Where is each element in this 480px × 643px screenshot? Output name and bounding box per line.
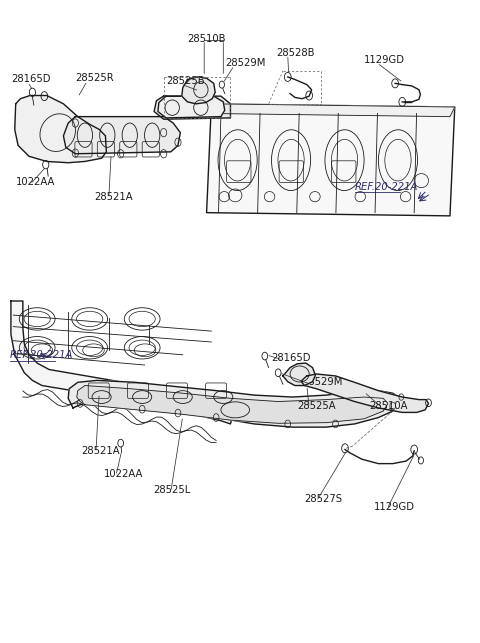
Polygon shape <box>68 381 400 427</box>
Text: 1129GD: 1129GD <box>364 55 405 66</box>
Polygon shape <box>283 363 315 386</box>
Text: REF.20-221A: REF.20-221A <box>10 350 73 361</box>
Text: 28529M: 28529M <box>302 377 342 387</box>
Text: 1022AA: 1022AA <box>16 177 55 187</box>
Text: 1022AA: 1022AA <box>104 469 144 479</box>
Polygon shape <box>63 116 180 154</box>
Polygon shape <box>15 96 107 163</box>
Text: 28529M: 28529M <box>226 59 266 69</box>
Text: 28528B: 28528B <box>276 48 314 58</box>
Polygon shape <box>206 104 455 116</box>
Text: 28510A: 28510A <box>369 401 408 411</box>
Polygon shape <box>154 96 230 119</box>
Text: 28525A: 28525A <box>297 401 336 411</box>
Polygon shape <box>206 104 455 216</box>
Text: 28525B: 28525B <box>166 77 204 86</box>
Polygon shape <box>182 77 215 104</box>
Text: 28165D: 28165D <box>271 353 311 363</box>
Polygon shape <box>77 386 388 423</box>
Text: REF.20-221A: REF.20-221A <box>355 182 418 192</box>
Text: 1129GD: 1129GD <box>373 502 415 512</box>
Polygon shape <box>158 96 225 118</box>
Polygon shape <box>11 301 233 424</box>
Text: 28165D: 28165D <box>11 75 50 84</box>
Text: 28510B: 28510B <box>188 33 226 44</box>
Text: 28525R: 28525R <box>75 73 114 83</box>
Polygon shape <box>301 374 429 412</box>
Text: 28525L: 28525L <box>153 485 191 495</box>
Text: 28521A: 28521A <box>95 192 133 202</box>
Text: 28521A: 28521A <box>82 446 120 456</box>
Text: 28527S: 28527S <box>304 494 342 505</box>
